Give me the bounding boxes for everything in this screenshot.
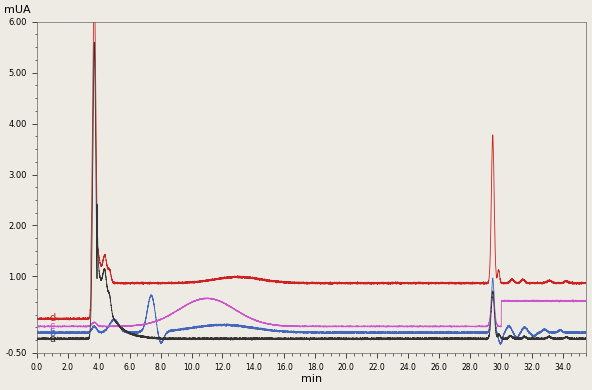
Text: b: b [49,328,55,338]
Text: mUA: mUA [4,5,30,15]
Text: a: a [49,334,55,344]
X-axis label: min: min [301,374,322,385]
Text: d: d [49,313,55,323]
Text: c: c [49,321,54,331]
